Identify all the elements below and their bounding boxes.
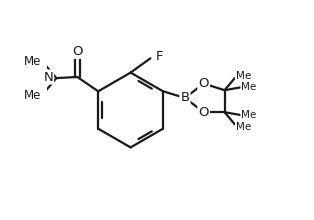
Text: B: B <box>181 91 190 104</box>
Text: O: O <box>198 106 209 119</box>
Text: Me: Me <box>236 121 251 132</box>
Text: Me: Me <box>236 71 251 81</box>
Text: O: O <box>72 45 83 58</box>
Text: Me: Me <box>241 82 257 92</box>
Text: N: N <box>43 70 53 84</box>
Text: F: F <box>156 50 163 63</box>
Text: Me: Me <box>24 55 42 68</box>
Text: Me: Me <box>241 110 257 120</box>
Text: Me: Me <box>24 88 42 102</box>
Text: O: O <box>198 77 209 90</box>
